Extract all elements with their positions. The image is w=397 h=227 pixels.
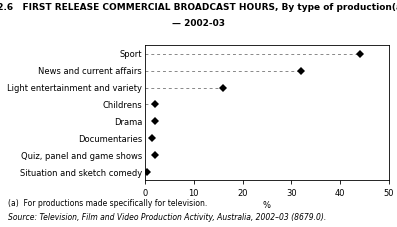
Text: 12.6   FIRST RELEASE COMMERCIAL BROADCAST HOURS, By type of production(a): 12.6 FIRST RELEASE COMMERCIAL BROADCAST … [0,3,397,12]
Text: (a)  For productions made specifically for television.: (a) For productions made specifically fo… [8,199,207,208]
X-axis label: %: % [263,201,271,210]
Text: Source: Television, Film and Video Production Activity, Australia, 2002–03 (8679: Source: Television, Film and Video Produ… [8,213,326,222]
Text: — 2002-03: — 2002-03 [172,19,225,28]
